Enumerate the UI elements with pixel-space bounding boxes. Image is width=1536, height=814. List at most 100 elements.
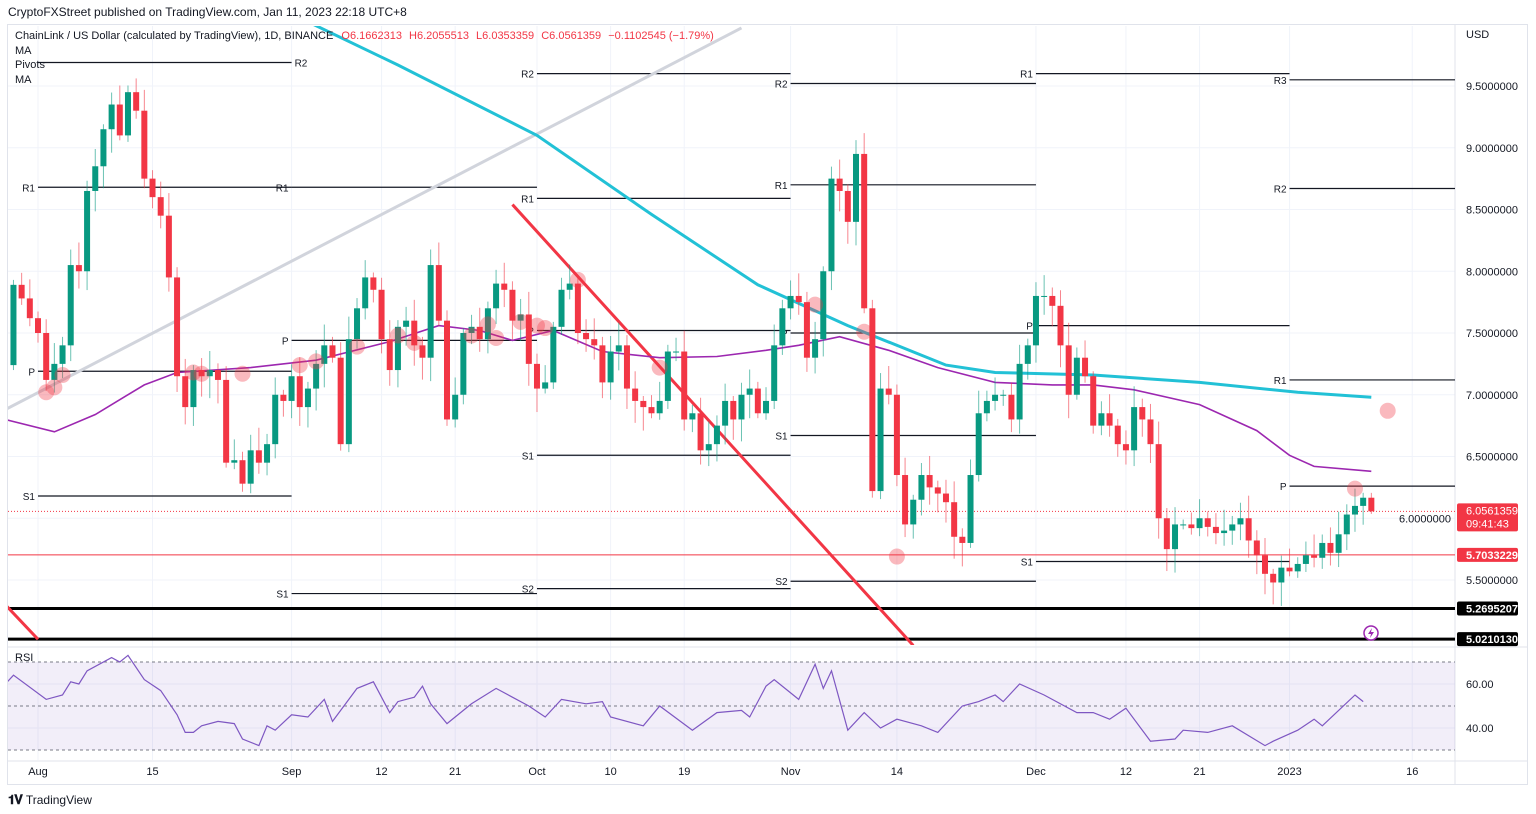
alert-marker[interactable] bbox=[308, 353, 325, 370]
candle[interactable] bbox=[1278, 555, 1285, 606]
alert-marker[interactable] bbox=[537, 320, 554, 337]
candle[interactable] bbox=[1122, 430, 1129, 465]
candle[interactable] bbox=[951, 481, 958, 559]
candle[interactable] bbox=[272, 377, 279, 459]
candle[interactable] bbox=[713, 415, 720, 462]
candle[interactable] bbox=[427, 249, 434, 382]
candle[interactable] bbox=[1368, 492, 1375, 514]
candle[interactable] bbox=[239, 451, 246, 492]
candle[interactable] bbox=[1073, 347, 1080, 400]
alert-marker[interactable] bbox=[479, 316, 496, 333]
candle[interactable] bbox=[1212, 513, 1219, 545]
candle[interactable] bbox=[812, 321, 819, 374]
indicator-ma-2[interactable]: MA bbox=[15, 73, 32, 86]
candle[interactable] bbox=[337, 342, 344, 451]
candle[interactable] bbox=[893, 384, 900, 487]
candle[interactable] bbox=[1139, 398, 1146, 437]
candle[interactable] bbox=[574, 276, 581, 345]
candle[interactable] bbox=[885, 365, 892, 405]
alert-marker[interactable] bbox=[193, 365, 210, 382]
candle[interactable] bbox=[35, 311, 41, 343]
candle[interactable] bbox=[934, 480, 941, 513]
candle[interactable] bbox=[10, 279, 17, 371]
candle[interactable] bbox=[51, 343, 58, 393]
alert-marker[interactable] bbox=[463, 327, 480, 344]
candle[interactable] bbox=[198, 358, 205, 397]
candle[interactable] bbox=[174, 267, 181, 392]
candle[interactable] bbox=[231, 439, 238, 470]
alert-marker[interactable] bbox=[569, 271, 586, 288]
candle[interactable] bbox=[509, 281, 516, 340]
candle[interactable] bbox=[1188, 512, 1195, 535]
candle[interactable] bbox=[763, 387, 770, 420]
alert-marker[interactable] bbox=[528, 317, 545, 334]
candle[interactable] bbox=[1065, 322, 1072, 419]
candle[interactable] bbox=[1024, 338, 1031, 380]
candle[interactable] bbox=[321, 324, 328, 388]
indicator-pivots[interactable]: Pivots bbox=[15, 59, 45, 71]
candle[interactable] bbox=[370, 272, 377, 303]
alert-marker[interactable] bbox=[651, 359, 668, 376]
candle[interactable] bbox=[542, 365, 549, 394]
candle[interactable] bbox=[795, 273, 802, 315]
alert-marker[interactable] bbox=[1346, 480, 1363, 497]
candle[interactable] bbox=[1163, 508, 1170, 572]
candle[interactable] bbox=[255, 427, 262, 474]
alert-marker[interactable] bbox=[888, 548, 905, 565]
candle[interactable] bbox=[1229, 515, 1236, 545]
candle[interactable] bbox=[550, 321, 557, 389]
candle[interactable] bbox=[386, 320, 393, 386]
candle[interactable] bbox=[902, 457, 909, 538]
candle[interactable] bbox=[468, 314, 475, 345]
candle[interactable] bbox=[771, 324, 778, 409]
alert-marker[interactable] bbox=[291, 357, 308, 374]
candle[interactable] bbox=[517, 298, 524, 342]
trendline[interactable] bbox=[5, 605, 40, 641]
candle[interactable] bbox=[1294, 557, 1301, 578]
candle[interactable] bbox=[288, 364, 295, 419]
candle[interactable] bbox=[1302, 541, 1309, 572]
candle[interactable] bbox=[1311, 534, 1318, 568]
candle[interactable] bbox=[378, 277, 385, 354]
candle[interactable] bbox=[247, 434, 254, 494]
candle[interactable] bbox=[452, 377, 459, 428]
candle[interactable] bbox=[820, 266, 827, 357]
tradingview-branding[interactable]: 𝟏𝐕 TradingView bbox=[8, 792, 92, 808]
candle[interactable] bbox=[1180, 519, 1187, 530]
trendline[interactable] bbox=[5, 26, 743, 410]
candle[interactable] bbox=[942, 479, 949, 523]
candle[interactable] bbox=[67, 249, 74, 362]
alert-marker[interactable] bbox=[185, 364, 202, 381]
candle[interactable] bbox=[623, 335, 630, 409]
candle[interactable] bbox=[1155, 421, 1162, 539]
candle[interactable] bbox=[959, 528, 966, 567]
alert-marker[interactable] bbox=[234, 365, 251, 382]
candle[interactable] bbox=[1090, 371, 1097, 434]
candle[interactable] bbox=[1147, 403, 1154, 463]
candle[interactable] bbox=[411, 299, 418, 366]
candle[interactable] bbox=[1286, 548, 1293, 577]
alert-marker[interactable] bbox=[1379, 402, 1396, 419]
candle[interactable] bbox=[697, 397, 704, 465]
candle[interactable] bbox=[664, 344, 671, 409]
candle[interactable] bbox=[1172, 507, 1179, 573]
moving-average-line[interactable] bbox=[308, 22, 1372, 399]
candle[interactable] bbox=[673, 337, 680, 362]
candle[interactable] bbox=[1270, 568, 1277, 605]
candle[interactable] bbox=[280, 389, 287, 417]
candle[interactable] bbox=[1016, 344, 1023, 434]
candle[interactable] bbox=[853, 140, 859, 246]
candle[interactable] bbox=[92, 148, 99, 212]
candle[interactable] bbox=[1221, 509, 1228, 546]
candle[interactable] bbox=[1032, 282, 1039, 363]
candle[interactable] bbox=[149, 170, 156, 209]
candle[interactable] bbox=[787, 280, 794, 320]
candle[interactable] bbox=[836, 159, 843, 212]
candle[interactable] bbox=[214, 363, 221, 404]
candle[interactable] bbox=[403, 306, 410, 346]
candle[interactable] bbox=[975, 390, 982, 482]
candle[interactable] bbox=[533, 353, 540, 413]
candle[interactable] bbox=[746, 369, 753, 419]
candle[interactable] bbox=[566, 264, 573, 300]
candle[interactable] bbox=[722, 383, 729, 445]
